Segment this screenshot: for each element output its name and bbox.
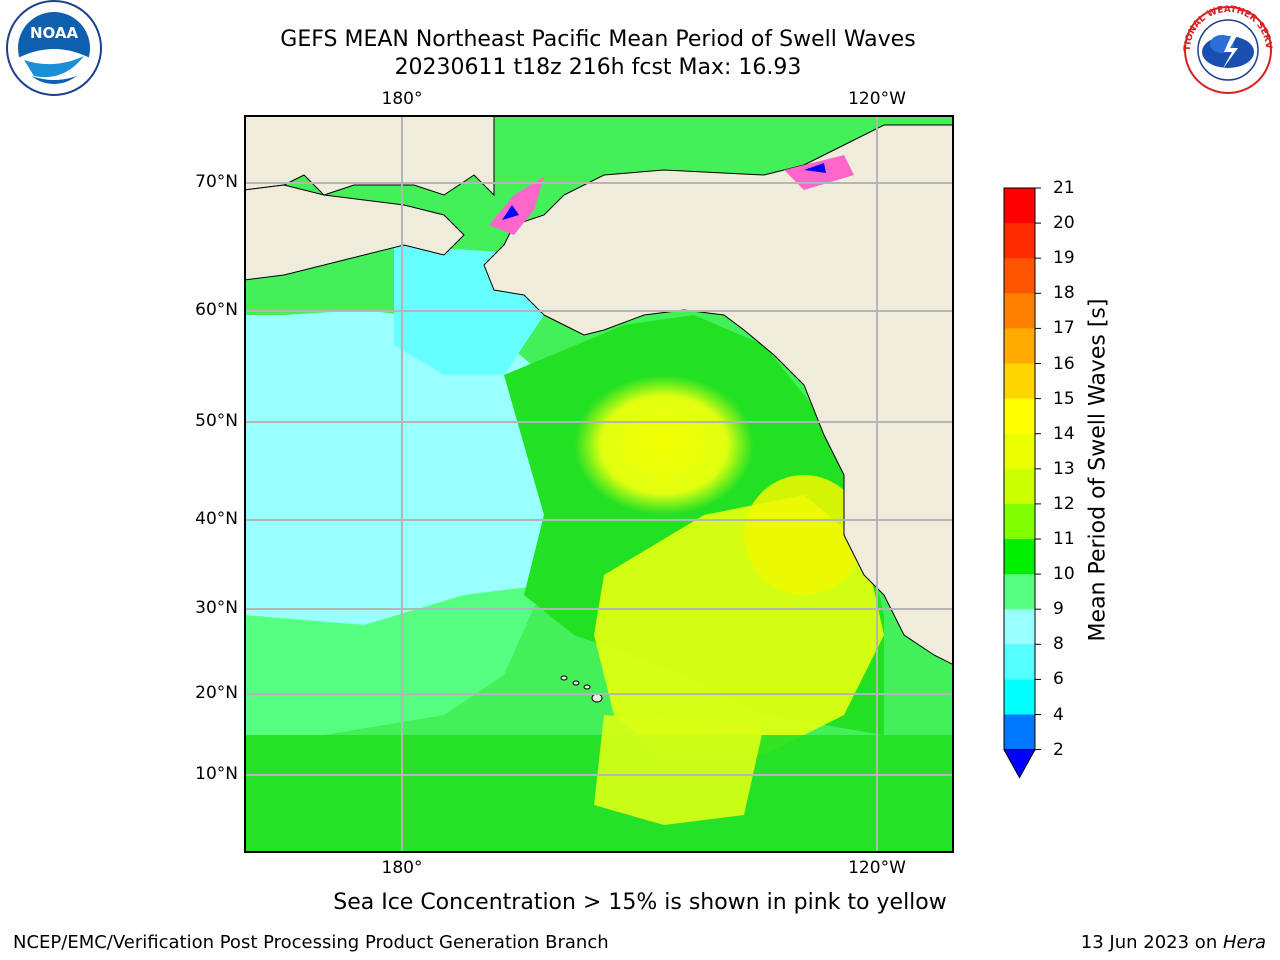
colorbar-band (1004, 574, 1035, 610)
bottom-lon-label-180: 180° (381, 858, 423, 878)
plot-title: GEFS MEAN Northeast Pacific Mean Period … (280, 27, 916, 52)
land-russia-chukotka (244, 184, 465, 281)
colorbar-band (1004, 398, 1035, 435)
swell-region-light-green (244, 585, 544, 735)
colorbar-tick-label: 9 (1053, 599, 1064, 620)
colorbar-svg (1003, 187, 1041, 779)
colorbar-tick-label: 16 (1053, 353, 1075, 374)
lat-label-10n: 10°N (195, 764, 238, 784)
colorbar-band (1004, 503, 1035, 540)
colorbar-band (1004, 468, 1035, 505)
colorbar-tick-label: 14 (1053, 423, 1075, 444)
colorbar-tick-label: 8 (1053, 634, 1064, 655)
colorbar-tick-label: 18 (1053, 283, 1075, 304)
colorbar-band (1004, 644, 1035, 680)
sea-ice-note: Sea Ice Concentration > 15% is shown in … (333, 890, 947, 915)
plot-subtitle: 20230611 t18z 216h fcst Max: 16.93 (394, 55, 802, 80)
map-frame (244, 115, 954, 853)
colorbar-tick-label: 13 (1053, 458, 1075, 479)
top-lon-label-180: 180° (381, 89, 423, 109)
footer-host: Hera (1222, 932, 1266, 953)
colorbar-band (1004, 328, 1035, 364)
colorbar-tick-label: 17 (1053, 318, 1075, 339)
colorbar-band (1004, 714, 1035, 751)
sea-ice-pink (489, 177, 544, 235)
lat-label-50n: 50°N (195, 411, 238, 431)
bottom-lon-label-120w: 120°W (848, 858, 906, 878)
colorbar-extend-arrow (1003, 749, 1036, 779)
top-lon-label-120w: 120°W (848, 89, 906, 109)
map-gridlines (244, 115, 954, 853)
colorbar-band (1004, 293, 1035, 329)
colorbar-tick-label: 10 (1053, 564, 1075, 585)
colorbar-tick-label: 11 (1053, 529, 1075, 549)
swell-period-map (244, 115, 954, 853)
footer-date: 13 Jun 2023 on Hera (1081, 932, 1266, 953)
national-weather-service-logo: NATIONAL WEATHER SERVICE (1174, 0, 1278, 100)
swell-region-yellow-north (574, 375, 754, 515)
colorbar-tick-label: 12 (1053, 493, 1075, 514)
colorbar-tick-label: 4 (1053, 704, 1064, 725)
colorbar-band (1004, 539, 1035, 575)
colorbar-tick-label: 21 (1053, 178, 1075, 198)
lat-label-20n: 20°N (195, 683, 238, 703)
colorbar-band (1004, 679, 1035, 715)
colorbar-tick-label: 6 (1053, 669, 1064, 690)
colorbar-band (1004, 223, 1035, 259)
land-alaska-canada (483, 124, 954, 666)
lat-label-40n: 40°N (195, 509, 238, 529)
colorbar-band (1004, 433, 1035, 470)
colorbar-band (1004, 188, 1035, 224)
colorbar-band (1004, 609, 1035, 645)
footer-credit: NCEP/EMC/Verification Post Processing Pr… (13, 932, 609, 953)
lat-label-30n: 30°N (195, 598, 238, 618)
colorbar-title: Mean Period of Swell Waves [s] (1085, 298, 1111, 642)
lat-label-70n: 70°N (195, 172, 238, 192)
swell-region-cyan (244, 310, 574, 685)
noaa-logo-text: NOAA (30, 24, 79, 42)
colorbar (990, 180, 1070, 790)
sea-ice-blue (502, 205, 519, 220)
colorbar-tick-label: 2 (1053, 739, 1064, 760)
colorbar-band (1004, 258, 1035, 294)
colorbar-tick-label: 19 (1053, 248, 1075, 269)
colorbar-tick-label: 20 (1053, 213, 1075, 234)
colorbar-band (1004, 363, 1035, 400)
noaa-logo: NOAA (4, 0, 104, 104)
footer-date-text: 13 Jun 2023 on (1080, 932, 1223, 953)
hawaii-islands (560, 675, 603, 703)
colorbar-tick-label: 15 (1053, 388, 1075, 409)
lat-label-60n: 60°N (195, 300, 238, 320)
